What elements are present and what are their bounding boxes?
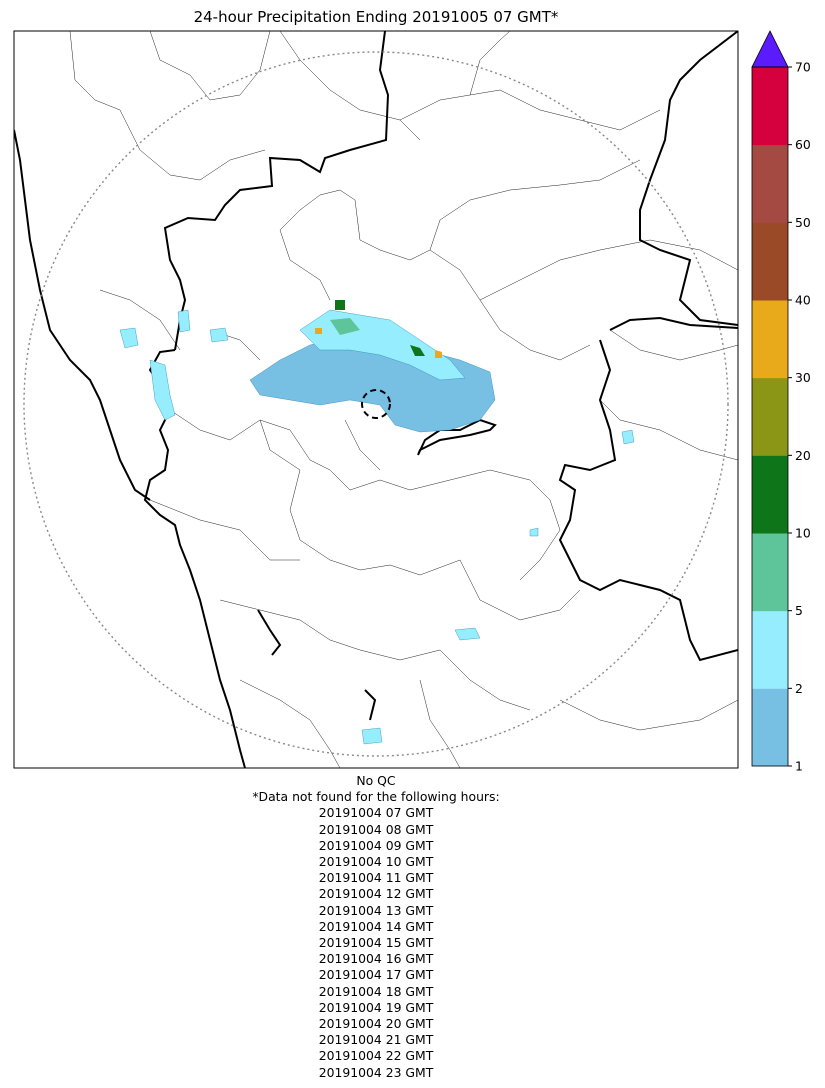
colorbar-tick-label: 40: [795, 293, 811, 308]
notes: No QC *Data not found for the following …: [14, 773, 738, 1081]
colorbar-segment: [752, 222, 788, 301]
missing-hour: 20191004 23 GMT: [318, 1064, 434, 1080]
qc-note: No QC: [356, 773, 396, 788]
colorbar-segment: [752, 455, 788, 534]
rain-area-small: [454, 627, 481, 641]
colorbar-outline: [751, 66, 789, 767]
missing-hour: 20191004 19 GMT: [318, 999, 434, 1015]
colorbar-tick-label: 5: [795, 603, 803, 618]
rain-cell-green: [410, 345, 425, 356]
rain-area-west: [209, 327, 229, 343]
colorbar-tick-label: 10: [795, 526, 811, 541]
rain-cell-orange: [435, 350, 442, 358]
missing-hour: 20191004 12 GMT: [318, 886, 434, 902]
map-title: 24-hour Precipitation Ending 20191005 07…: [193, 8, 559, 26]
colorbar-tick-label: 1: [795, 759, 803, 774]
missing-hour: 20191004 07 GMT: [318, 805, 434, 821]
colorbar-tick-label: 70: [795, 60, 811, 75]
colorbar-tick-label: 50: [795, 215, 811, 230]
rain-area-small: [361, 727, 383, 745]
colorbar-segment: [752, 533, 788, 612]
missing-hour: 20191004 08 GMT: [318, 821, 434, 837]
colorbar-segment: [752, 67, 788, 146]
missing-hour: 20191004 18 GMT: [318, 983, 434, 999]
rain-cell-dark: [335, 300, 345, 310]
colorbar-overflow-arrow: [751, 30, 789, 68]
missing-hour: 20191004 13 GMT: [318, 902, 434, 918]
colorbar-segment: [752, 300, 788, 379]
missing-hour: 20191004 10 GMT: [318, 854, 434, 870]
rain-area-west: [119, 327, 139, 349]
radar-range-ring: [23, 51, 729, 757]
rain-area-west: [149, 359, 176, 421]
colorbar-segment: [752, 610, 788, 689]
missing-hour: 20191004 16 GMT: [318, 951, 434, 967]
missing-hour: 20191004 14 GMT: [318, 918, 434, 934]
rain-area-west: [177, 309, 191, 333]
missing-hours-list: 20191004 07 GMT 20191004 08 GMT 20191004 0…: [14, 805, 738, 1080]
colorbar-tick-label: 60: [795, 137, 811, 152]
missing-data-header: *Data not found for the following hours:: [252, 789, 500, 805]
rain-cell-orange: [315, 328, 322, 334]
district-boundaries: [69, 31, 738, 768]
missing-hour: 20191004 11 GMT: [318, 870, 434, 886]
colorbar-tick-label: 20: [795, 448, 811, 463]
rain-area-small: [529, 527, 539, 537]
missing-hour: 20191004 09 GMT: [318, 837, 434, 853]
missing-hour: 20191004 22 GMT: [318, 1048, 434, 1064]
colorbar-segment: [752, 144, 788, 223]
missing-hour: 20191004 17 GMT: [318, 967, 434, 983]
state-boundaries: [14, 31, 738, 768]
colorbar: 1 2 5 10 20 30 40 50 60 70: [751, 30, 811, 774]
colorbar-tick-label: 2: [795, 681, 803, 696]
colorbar-tick-label: 30: [795, 370, 811, 385]
colorbar-segment: [752, 688, 788, 767]
colorbar-segment: [752, 377, 788, 456]
missing-hour: 20191004 15 GMT: [318, 935, 434, 951]
radar-center-marker: [361, 389, 391, 419]
rain-cell-green: [330, 318, 360, 335]
precipitation-areas: [119, 300, 635, 745]
missing-hour: 20191004 21 GMT: [318, 1032, 434, 1048]
missing-hour: 20191004 20 GMT: [318, 1016, 434, 1032]
rain-area-small: [621, 429, 635, 445]
